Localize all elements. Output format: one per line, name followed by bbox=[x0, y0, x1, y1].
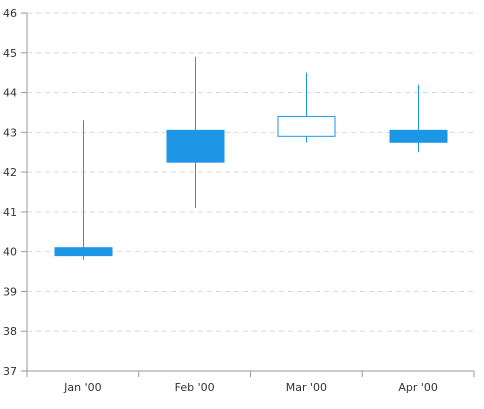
y-tick-label: 37 bbox=[3, 365, 17, 378]
y-tick-label: 46 bbox=[3, 7, 17, 20]
candle-body bbox=[389, 129, 448, 143]
y-tick-label: 38 bbox=[3, 325, 17, 338]
y-gridlines bbox=[27, 12, 474, 332]
x-tick-label: Jan '00 bbox=[63, 381, 101, 394]
candles bbox=[54, 56, 448, 260]
y-tick-label: 39 bbox=[3, 285, 17, 298]
y-tick-label: 41 bbox=[3, 206, 17, 219]
x-tick-label: Mar '00 bbox=[286, 381, 327, 394]
y-tick-label: 42 bbox=[3, 166, 17, 179]
x-tick-label: Apr '00 bbox=[398, 381, 438, 394]
candle-body bbox=[277, 115, 336, 137]
candle-body bbox=[54, 247, 113, 257]
x-tick-label: Feb '00 bbox=[175, 381, 215, 394]
candle-body bbox=[166, 129, 225, 163]
y-tick-label: 44 bbox=[3, 87, 17, 100]
y-tick-label: 43 bbox=[3, 126, 17, 139]
x-axis: Jan '00 Feb '00 Mar '00 Apr '00 bbox=[26, 370, 475, 394]
y-tick-label: 45 bbox=[3, 47, 17, 60]
y-tick-label: 40 bbox=[3, 246, 17, 259]
y-axis: 37 38 39 40 41 42 43 44 45 46 bbox=[3, 7, 28, 378]
